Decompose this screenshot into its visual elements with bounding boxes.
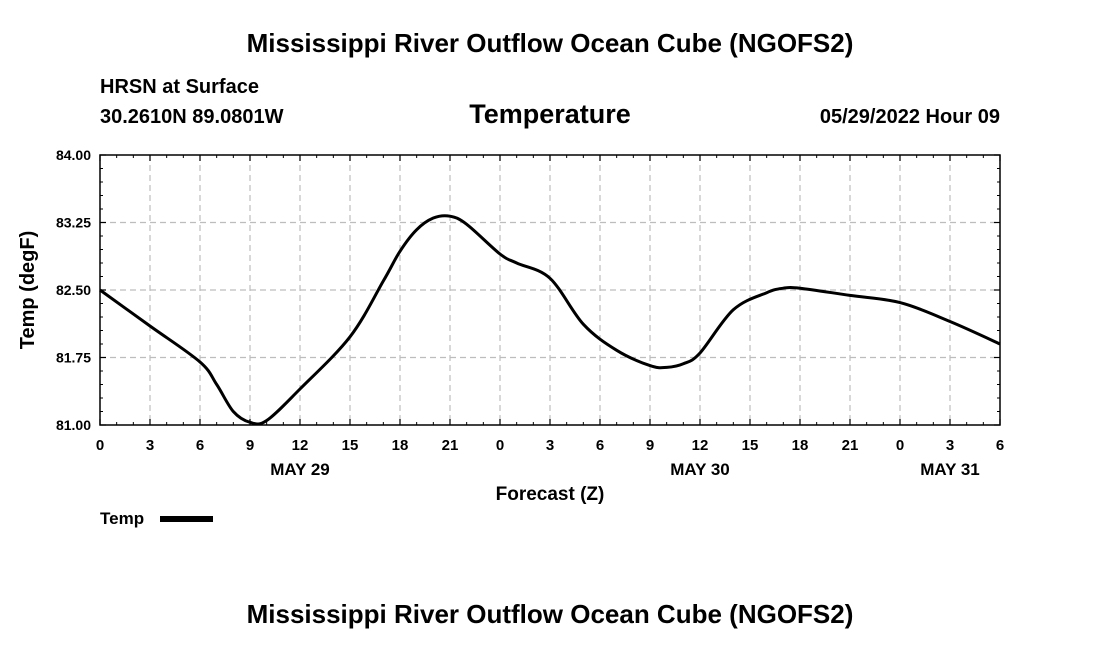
legend-line-swatch: [160, 516, 213, 522]
chart-title: Temperature: [469, 99, 631, 129]
series-line-temp: [99, 214, 1001, 426]
x-tick-label: 12: [692, 437, 709, 454]
x-tick-label: 3: [146, 437, 154, 454]
axis-tick-labels: 0 3 6 9 12 15 18 21 0 3 6 9 12 15 18 21 0 3 6 81.00 81.75 82.…: [56, 147, 1004, 479]
x-tick-label: 3: [546, 437, 554, 454]
x-date-label: MAY 30: [670, 460, 730, 479]
x-tick-label: 6: [996, 437, 1004, 454]
chart-main-title: Mississippi River Outflow Ocean Cube (NG…: [246, 28, 854, 58]
x-date-label: MAY 29: [270, 460, 330, 479]
footer-title: Mississippi River Outflow Ocean Cube (NG…: [246, 599, 854, 629]
y-tick-label: 82.50: [56, 282, 91, 298]
x-tick-label: 0: [96, 437, 104, 454]
x-tick-label: 21: [842, 437, 859, 454]
x-tick-label: 9: [646, 437, 654, 454]
x-date-label: MAY 31: [920, 460, 980, 479]
x-tick-label: 6: [196, 437, 204, 454]
y-axis-label: Temp (degF): [17, 231, 39, 350]
grid-lines: [100, 155, 1000, 425]
x-tick-label: 12: [292, 437, 309, 454]
series-layer: [99, 214, 1001, 426]
x-tick-label: 21: [442, 437, 459, 454]
y-tick-label: 84.00: [56, 147, 91, 163]
x-tick-label: 18: [792, 437, 809, 454]
x-tick-label: 6: [596, 437, 604, 454]
x-tick-label: 18: [392, 437, 409, 454]
x-tick-label: 9: [246, 437, 254, 454]
x-tick-label: 0: [896, 437, 904, 454]
forecast-timestamp: 05/29/2022 Hour 09: [819, 106, 1000, 128]
y-tick-label: 83.25: [56, 215, 91, 231]
x-tick-label: 15: [342, 437, 359, 454]
y-tick-label: 81.75: [56, 350, 91, 366]
x-tick-label: 15: [742, 437, 759, 454]
station-label: HRSN at Surface: [100, 76, 259, 98]
x-tick-label: 0: [496, 437, 504, 454]
legend-label: Temp: [100, 509, 145, 528]
y-tick-label: 81.00: [56, 417, 91, 433]
x-axis-label: Forecast (Z): [496, 484, 605, 505]
station-coordinates: 30.2610N 89.0801W: [100, 106, 284, 128]
x-tick-label: 3: [946, 437, 954, 454]
